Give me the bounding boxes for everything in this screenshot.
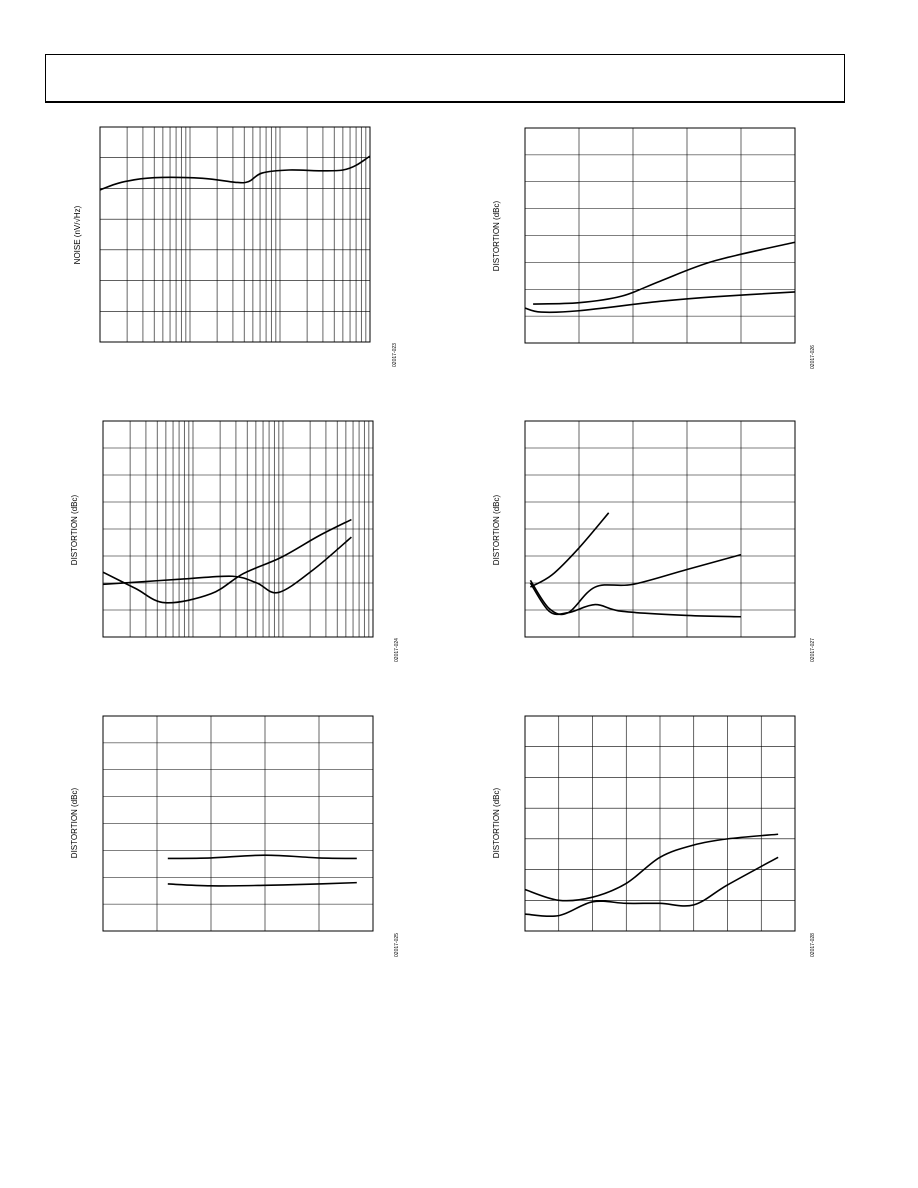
data-series-line-2 <box>529 553 742 616</box>
data-series-line-1 <box>533 241 796 305</box>
figure-id: 02017-026 <box>810 345 816 369</box>
data-series-line-1 <box>524 833 779 902</box>
data-series-line-2 <box>524 291 796 314</box>
figure-id: 02017-024 <box>394 638 400 662</box>
page-header-box <box>45 54 845 103</box>
y-axis-label: DISTORTION (dBc) <box>492 494 501 565</box>
data-series-line-3 <box>529 582 742 618</box>
data-series-line-1 <box>167 854 357 860</box>
y-axis-label: DISTORTION (dBc) <box>492 787 501 858</box>
chart-c4: DISTORTION (dBc) 02017-026 <box>492 127 816 369</box>
figure-id: 02017-027 <box>810 638 816 662</box>
data-series-line-2 <box>102 536 352 594</box>
figure-id: 02017-028 <box>810 933 816 957</box>
y-axis-label: DISTORTION (dBc) <box>70 494 79 565</box>
data-series-line-1 <box>102 518 352 604</box>
chart-c3: DISTORTION (dBc) 02017-025 <box>70 715 400 957</box>
chart-c2: DISTORTION (dBc) 02017-024 <box>70 420 400 662</box>
plot-frame <box>99 126 371 343</box>
chart-c1: NOISE (nV/√Hz) 02017-023 <box>73 126 398 367</box>
data-series-line-2 <box>167 881 357 887</box>
chart-c6: DISTORTION (dBc) 02017-028 <box>492 715 816 957</box>
chart-c5: DISTORTION (dBc) 02017-027 <box>492 420 816 662</box>
data-series-line-1 <box>99 155 371 191</box>
data-series-line-1 <box>530 512 610 588</box>
data-series-line-2 <box>524 856 779 918</box>
figure-id: 02017-023 <box>392 343 398 367</box>
y-axis-label: DISTORTION (dBc) <box>70 787 79 858</box>
y-axis-label: DISTORTION (dBc) <box>492 200 501 271</box>
figure-id: 02017-025 <box>394 933 400 957</box>
y-axis-label: NOISE (nV/√Hz) <box>73 205 82 264</box>
